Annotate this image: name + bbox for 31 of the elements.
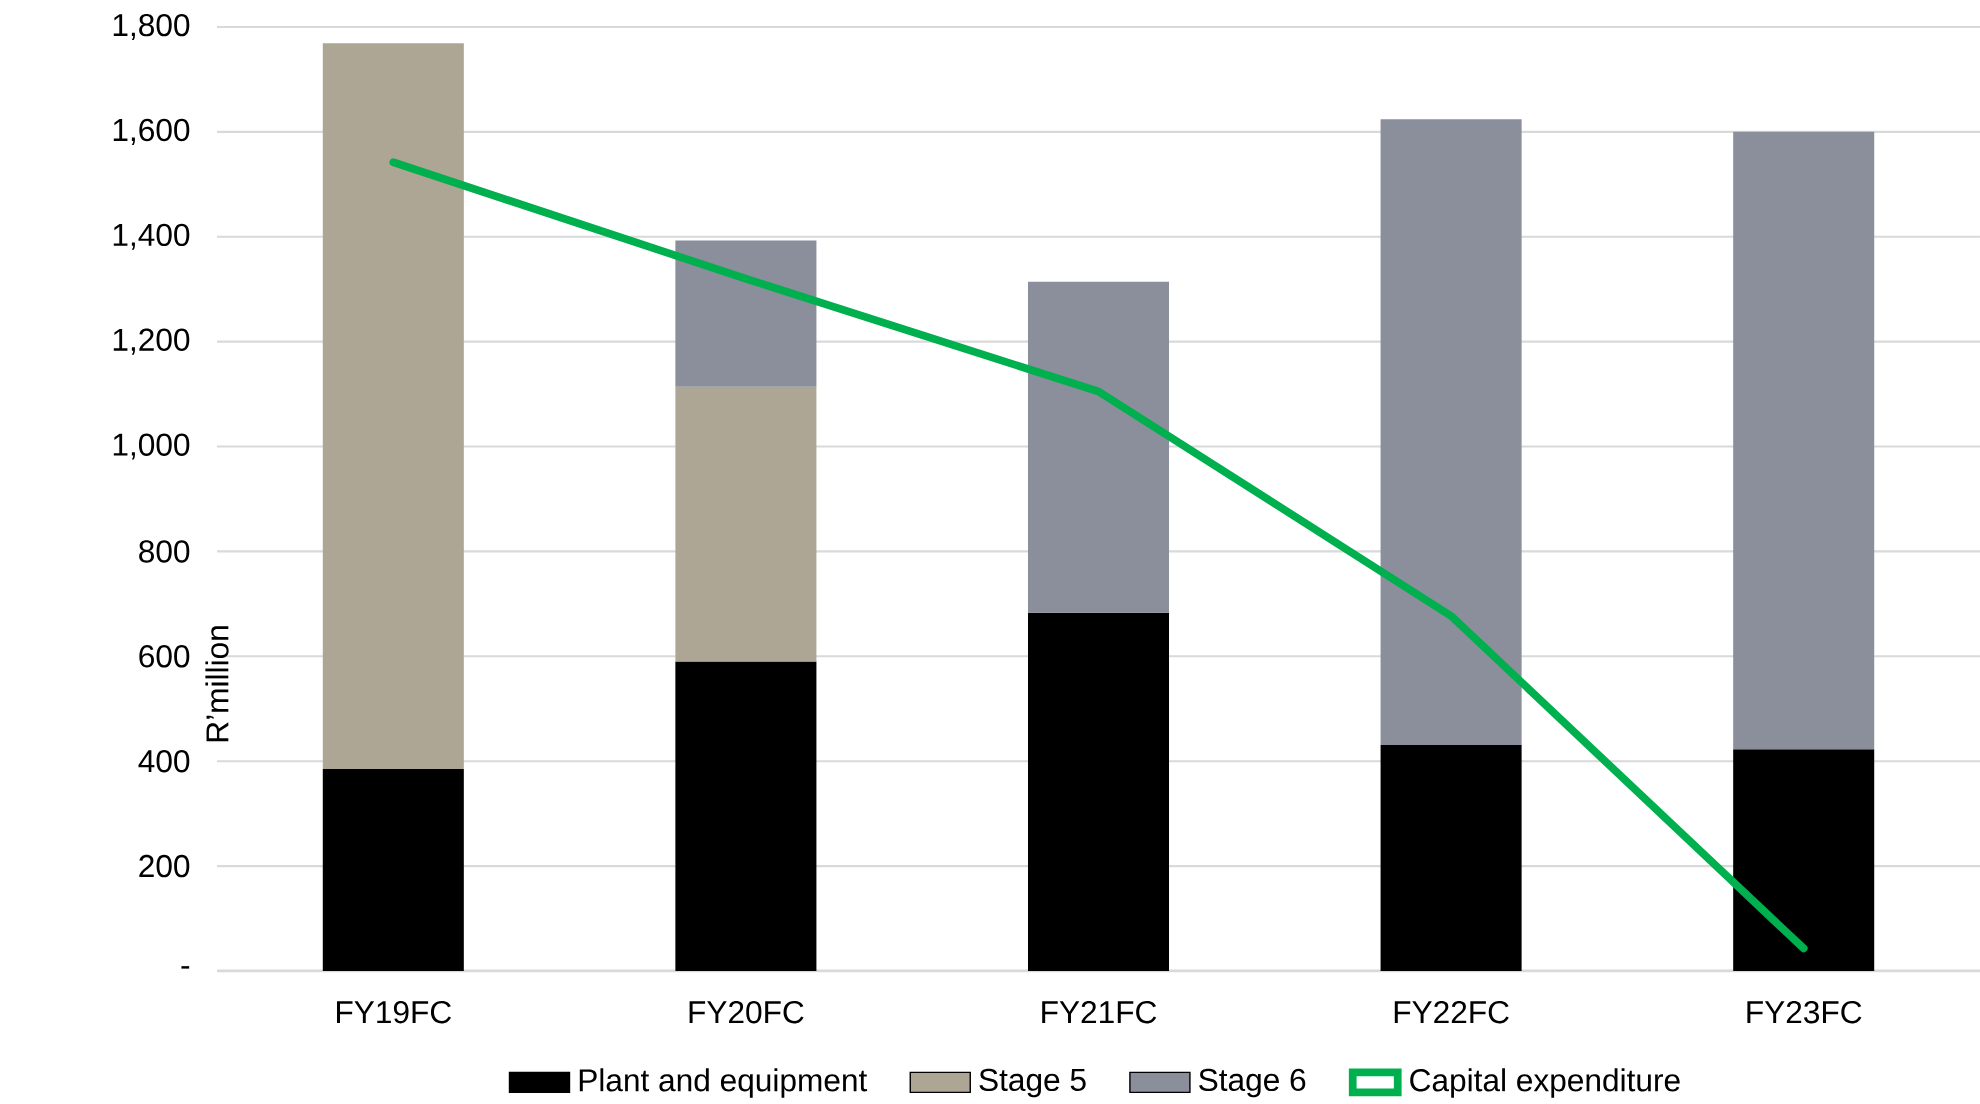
- y-tick-label: 200: [139, 854, 190, 878]
- y-tick-label: 1,600: [113, 118, 190, 145]
- bar: [1027, 612, 1170, 971]
- x-tick-label: FY19FC: [337, 1000, 452, 1024]
- y-tick-label: -: [181, 966, 190, 969]
- y-tick-label: 1,000: [113, 433, 190, 460]
- bar: [675, 386, 817, 662]
- legend-label: Capital expenditure: [1410, 1068, 1680, 1098]
- y-axis-title: R’million: [205, 626, 229, 742]
- y-tick-label: 400: [138, 749, 190, 773]
- bar: [1733, 131, 1875, 750]
- bar: [1027, 281, 1170, 613]
- x-tick-label: FY23FC: [1747, 1000, 1862, 1024]
- bar: [1733, 749, 1875, 971]
- bar: [1380, 744, 1522, 971]
- bar: [1380, 119, 1522, 745]
- bar: [322, 769, 464, 971]
- x-tick-label: FY22FC: [1394, 1000, 1509, 1024]
- bar: [675, 240, 817, 387]
- bar: [322, 43, 464, 770]
- y-tick-label: 1,400: [113, 223, 190, 250]
- y-tick-label: 1,800: [113, 13, 190, 41]
- y-tick-label: 600: [139, 645, 190, 668]
- x-tick-label: FY21FC: [1042, 1000, 1157, 1024]
- y-tick-label: 1,200: [113, 328, 190, 355]
- legend-label: Plant and equipment: [579, 1068, 868, 1098]
- y-tick-label: 800: [139, 540, 190, 563]
- bar: [675, 661, 817, 971]
- x-tick-label: FY20FC: [689, 1000, 804, 1024]
- legend-label: Stage 5: [979, 1068, 1086, 1098]
- legend-label: Stage 6: [1199, 1068, 1306, 1098]
